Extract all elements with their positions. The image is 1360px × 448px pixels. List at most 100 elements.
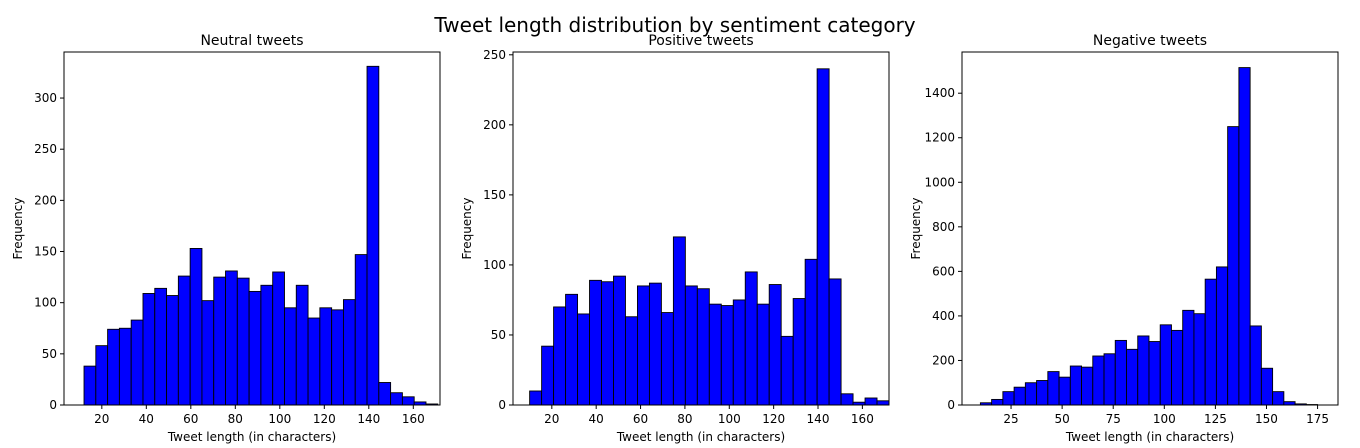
y-tick-label: 1400 [924, 86, 955, 100]
histogram-bar [1058, 376, 1071, 406]
y-tick-label: 150 [34, 245, 57, 259]
y-tick-label: 200 [932, 353, 955, 367]
histogram-bar [1148, 341, 1161, 406]
histogram-bar [720, 305, 734, 406]
histogram-bar [613, 275, 626, 406]
y-tick-label: 1000 [924, 175, 955, 189]
y-tick-label: 50 [42, 347, 57, 361]
figure-suptitle: Tweet length distribution by sentiment c… [433, 13, 915, 37]
y-tick-label: 250 [483, 48, 506, 62]
histogram-bar [307, 317, 321, 406]
y-tick-label: 100 [34, 296, 57, 310]
histogram-bar [840, 393, 854, 406]
histogram-bar [189, 248, 203, 406]
histogram-bar [1036, 380, 1049, 406]
histogram-bar [248, 290, 262, 406]
y-tick-label: 0 [49, 398, 57, 412]
histogram-bar [1249, 325, 1262, 406]
histogram-bar [660, 312, 674, 406]
histogram-bar [1204, 278, 1217, 406]
histogram-bar [565, 293, 579, 406]
histogram-bar [342, 299, 356, 406]
x-tick-label: 40 [589, 412, 604, 426]
histogram-bar [625, 316, 638, 406]
histogram-bar [1002, 391, 1015, 406]
histogram-bar [1193, 313, 1206, 406]
x-tick-label: 80 [228, 412, 243, 426]
histogram-bar [732, 299, 746, 406]
x-tick-label: 60 [633, 412, 648, 426]
panel-negative: 25 50 75 100 125 150 175 0 200 400 600 800 1000 1200 1… [909, 33, 1339, 444]
histogram-bar [577, 313, 590, 406]
y-axis-label: Frequency [11, 198, 25, 260]
histogram-bar [991, 398, 1004, 406]
histogram-bar [876, 400, 890, 406]
x-tick-label: 25 [1003, 412, 1018, 426]
x-axis-label: Tweet length (in characters) [616, 430, 785, 444]
histogram-bar [1047, 371, 1060, 406]
histogram-bar [1238, 67, 1251, 406]
histogram-bar [780, 335, 794, 406]
y-tick-label: 250 [34, 142, 57, 156]
histogram-bar [378, 382, 392, 406]
histogram-bar [1126, 348, 1139, 406]
histogram-bar [708, 303, 722, 406]
histogram-bar [1024, 382, 1038, 406]
y-tick-label: 0 [947, 398, 955, 412]
panel-title: Negative tweets [1093, 33, 1207, 49]
histogram-bar [1227, 126, 1240, 406]
plot-frame [961, 51, 1339, 406]
histogram-bar [816, 68, 830, 406]
histogram-bar [744, 271, 758, 406]
histogram-bar [130, 319, 144, 406]
histogram-bar [284, 307, 297, 406]
histogram-bar [864, 397, 878, 406]
histogram-bar [166, 295, 179, 406]
histogram-bar [154, 287, 168, 406]
histogram-bar [1215, 266, 1229, 406]
panel-positive: 20 40 60 80 100 120 140 160 0 50 100 150 200 250 Posit… [460, 33, 890, 444]
histogram-bar [1081, 366, 1094, 406]
histogram-bar [1159, 324, 1172, 406]
histogram-bar [804, 258, 818, 406]
y-tick-label: 50 [491, 328, 506, 342]
x-tick-label: 50 [1054, 412, 1069, 426]
x-tick-label: 40 [139, 412, 154, 426]
x-tick-label: 160 [402, 412, 425, 426]
histogram-bar [601, 281, 614, 406]
histogram-bar [541, 345, 555, 406]
histogram-bar [142, 293, 156, 406]
y-axis-label: Frequency [909, 198, 923, 260]
y-tick-label: 800 [932, 220, 955, 234]
y-axis-label: Frequency [460, 198, 474, 260]
histogram-bar [236, 277, 250, 406]
histogram-bar [201, 300, 215, 406]
histogram-bar [390, 392, 403, 406]
histogram-bar [648, 282, 662, 406]
histogram-bar [1182, 309, 1195, 406]
histogram-bar [295, 284, 309, 406]
histogram-bar [828, 278, 842, 406]
y-tick-label: 0 [498, 398, 506, 412]
x-tick-label: 140 [357, 412, 380, 426]
histogram-bar [1137, 335, 1150, 406]
panel-title: Neutral tweets [200, 33, 303, 49]
x-tick-label: 20 [94, 412, 109, 426]
histogram-bar [529, 390, 543, 406]
histogram-bar [696, 288, 710, 406]
y-tick-label: 300 [34, 91, 57, 105]
histogram-bar [553, 306, 567, 406]
x-tick-label: 100 [718, 412, 741, 426]
x-axis-label: Tweet length (in characters) [1065, 430, 1234, 444]
histogram-bar [1069, 365, 1082, 406]
panel-neutral: 20 40 60 80 100 120 140 160 0 50 100 150 200 250 300 Ne… [11, 33, 441, 444]
y-tick-label: 150 [483, 188, 506, 202]
histogram-bar [1260, 367, 1274, 406]
histogram-bar [792, 298, 806, 406]
x-tick-label: 175 [1306, 412, 1329, 426]
histogram-bar [118, 327, 132, 406]
histogram-bar [260, 284, 274, 406]
y-tick-label: 200 [34, 193, 57, 207]
x-tick-label: 75 [1106, 412, 1121, 426]
